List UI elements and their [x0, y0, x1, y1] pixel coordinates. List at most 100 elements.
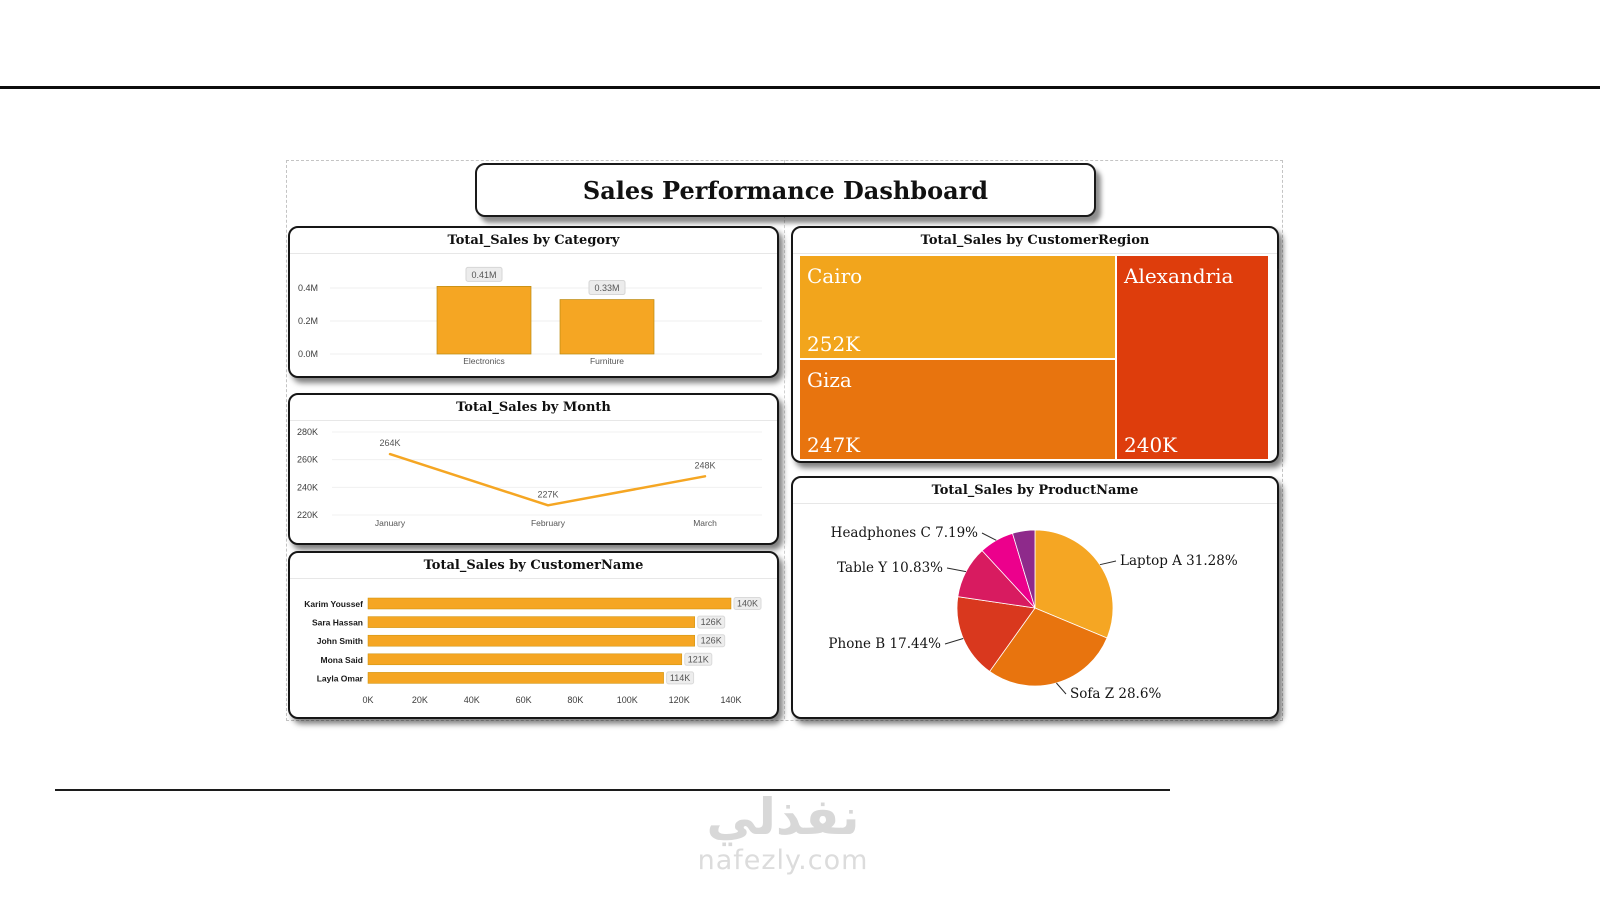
y-axis-tick-label: 240K: [297, 482, 318, 492]
treemap-value-label: 252K: [807, 332, 861, 356]
bottom-divider-line: [55, 789, 1170, 791]
customer-name-label: John Smith: [317, 636, 363, 646]
pie-slice-label-laptop-a: Laptop A 31.28%: [1120, 553, 1238, 569]
treemap-value-label: 247K: [807, 433, 861, 457]
label-leader-line: [1099, 560, 1117, 566]
bar-layla-omar: [367, 672, 664, 684]
product-pie-chart: Laptop A 31.28% Sofa Z 28.6% Phone B 17.44…: [793, 504, 1277, 717]
product-pie-svg: Laptop A 31.28% Sofa Z 28.6% Phone B 17.44…: [828, 525, 1238, 702]
bar-value-label: 114K: [670, 673, 690, 683]
category-bar-svg: 0.0M 0.2M 0.4M 0.41M Electronics 0.33M Furnitu…: [298, 266, 762, 366]
x-axis-category-label: Furniture: [590, 356, 624, 366]
x-axis-tick-label: 80K: [567, 695, 583, 705]
customer-panel-header: Total_Sales by CustomerName: [290, 553, 777, 579]
bar-value-label: 121K: [688, 654, 709, 664]
x-axis-tick-label: 20K: [412, 695, 428, 705]
customer-hbar-svg: 0K 20K 40K 60K 80K 100K 120K 140K Karim Youssef 1…: [304, 597, 762, 705]
dashboard-title-box: Sales Performance Dashboard: [475, 163, 1096, 217]
watermark-arabic-text: نفذلي: [706, 788, 860, 846]
y-axis-tick-label: 220K: [297, 510, 318, 520]
bar-value-box: [697, 634, 726, 648]
treemap-tile-alexandria: [1117, 256, 1268, 459]
bar-value-label: 126K: [701, 617, 722, 627]
treemap-tile-giza: [800, 360, 1115, 459]
x-axis-category-label: February: [531, 518, 566, 528]
line-series: [388, 452, 707, 507]
pie-slice-phone-b: [956, 596, 1036, 673]
pie-slice--unlabeled-: [1011, 529, 1036, 609]
bar-value-label: 0.41M: [471, 270, 496, 280]
bar-value-box: [588, 280, 626, 296]
label-leader-line: [946, 567, 967, 573]
label-leader-line: [944, 638, 964, 645]
product-panel-header: Total_Sales by ProductName: [793, 478, 1277, 504]
panel-total-sales-by-month: Total_Sales by Month 220K 240K 260K 280K 264…: [288, 393, 779, 545]
month-panel-header: Total_Sales by Month: [290, 395, 777, 421]
pie-slice-label-sofa-z: Sofa Z 28.6%: [1070, 686, 1161, 702]
customer-name-label: Mona Said: [320, 655, 363, 665]
top-divider-line: [0, 86, 1600, 89]
month-line-svg: 220K 240K 260K 280K 264K January 227K February 2…: [297, 427, 762, 528]
x-axis-tick-label: 0K: [362, 695, 373, 705]
bar-value-label: 140K: [737, 599, 758, 609]
x-axis-tick-label: 100K: [617, 695, 638, 705]
bar-value-box: [697, 615, 726, 629]
category-panel-title: Total_Sales by Category: [447, 233, 620, 248]
watermark: نفذلي nafezly.com: [283, 792, 1283, 876]
bar-karim-youssef: [367, 597, 732, 610]
region-treemap-chart: Cairo 252K Giza 247K Alexandria 240K: [793, 254, 1277, 461]
treemap-name-label: Alexandria: [1123, 264, 1234, 288]
x-axis-tick-label: 60K: [516, 695, 532, 705]
bar-value-box: [666, 671, 695, 685]
region-panel-header: Total_Sales by CustomerRegion: [793, 228, 1277, 254]
panel-total-sales-by-category: Total_Sales by Category 0.0M 0.2M 0.4M 0.41…: [288, 226, 779, 378]
customer-name-label: Karim Youssef: [304, 599, 363, 609]
y-axis-tick-label: 260K: [297, 455, 318, 465]
bar-value-label: 0.33M: [594, 283, 619, 293]
product-panel-title: Total_Sales by ProductName: [931, 483, 1139, 498]
bar-electronics: [436, 285, 532, 355]
region-treemap-svg: Cairo 252K Giza 247K Alexandria 240K: [800, 256, 1268, 459]
panel-total-sales-by-customername: Total_Sales by CustomerName 0K 20K 40K 60K 8…: [288, 551, 779, 719]
point-value-label: 227K: [537, 489, 558, 499]
bar-value-box: [733, 597, 762, 610]
y-axis-tick-label: 0.4M: [298, 283, 318, 293]
bar-value-box: [465, 266, 503, 282]
category-panel-header: Total_Sales by Category: [290, 228, 777, 254]
x-axis-tick-label: 40K: [464, 695, 480, 705]
x-axis-category-label: Electronics: [463, 356, 505, 366]
bar-john-smith: [367, 634, 695, 647]
x-axis-category-label: January: [375, 518, 406, 528]
point-value-label: 264K: [379, 438, 400, 448]
panel-total-sales-by-customerregion: Total_Sales by CustomerRegion Cairo 252K G…: [791, 226, 1279, 463]
x-axis-category-label: March: [693, 518, 717, 528]
customer-panel-title: Total_Sales by CustomerName: [423, 558, 644, 573]
pie-slice-label-table-y: Table Y 10.83%: [837, 560, 943, 576]
month-panel-title: Total_Sales by Month: [456, 400, 611, 415]
y-axis-tick-label: 280K: [297, 427, 318, 437]
x-axis-tick-label: 140K: [720, 695, 741, 705]
label-leader-line: [1056, 682, 1067, 695]
point-value-label: 248K: [694, 460, 715, 470]
customer-name-label: Sara Hassan: [312, 618, 363, 628]
customer-hbar-chart: 0K 20K 40K 60K 80K 100K 120K 140K Karim Youssef 1…: [290, 579, 777, 717]
pie-slice-label-headphones-c: Headphones C 7.19%: [831, 525, 978, 541]
month-line-chart: 220K 240K 260K 280K 264K January 227K February 2…: [290, 421, 777, 543]
treemap-name-label: Giza: [807, 368, 852, 392]
treemap-tile-cairo: [800, 256, 1115, 358]
treemap-value-label: 240K: [1124, 433, 1178, 457]
bar-value-label: 126K: [701, 636, 722, 646]
x-axis-tick-label: 120K: [669, 695, 690, 705]
label-leader-line: [981, 532, 997, 541]
panel-total-sales-by-productname: Total_Sales by ProductName Laptop A 31.2…: [791, 476, 1279, 719]
bar-mona-said: [367, 653, 683, 666]
dashboard-column-separator: [784, 160, 785, 719]
bar-sara-hassan: [367, 616, 695, 628]
customer-name-label: Layla Omar: [317, 673, 364, 683]
treemap-name-label: Cairo: [807, 264, 862, 288]
y-axis-tick-label: 0.2M: [298, 316, 318, 326]
pie-slice-label-phone-b: Phone B 17.44%: [828, 636, 941, 652]
region-panel-title: Total_Sales by CustomerRegion: [920, 233, 1150, 248]
dashboard-title: Sales Performance Dashboard: [582, 175, 989, 205]
